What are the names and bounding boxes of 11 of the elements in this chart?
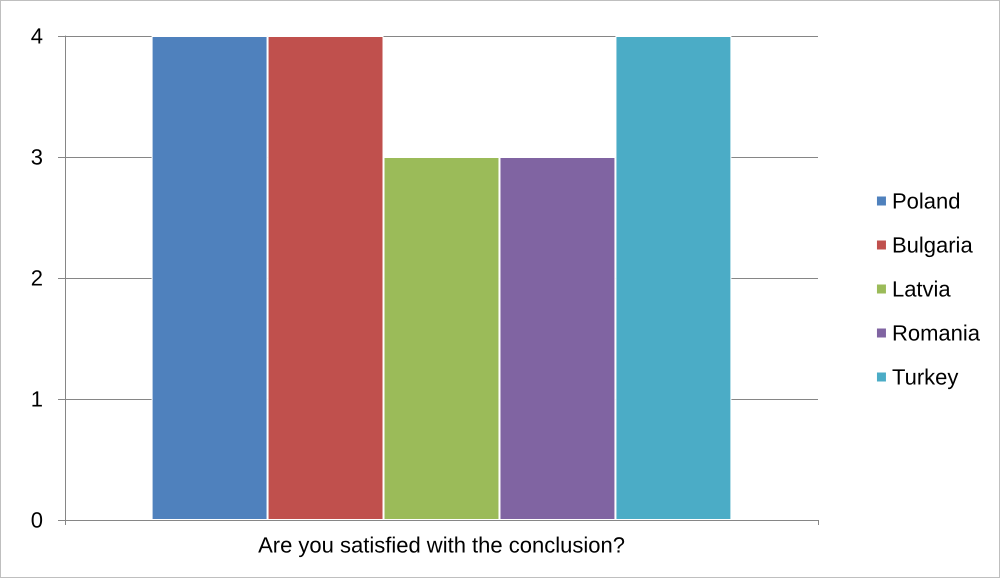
y-tick-label: 0 [30, 508, 43, 532]
legend-label: Latvia [892, 276, 952, 302]
legend-label: Turkey [892, 364, 958, 390]
legend-label: Romania [892, 320, 981, 346]
legend-label: Poland [892, 188, 960, 214]
legend-label: Bulgaria [892, 232, 974, 258]
y-tick-label: 4 [30, 24, 43, 48]
y-tick-label: 1 [30, 386, 43, 412]
y-tick-label: 2 [30, 266, 43, 290]
y-tick-label: 3 [30, 144, 43, 170]
x-tick-label: Are you satisfied with the conclusion? [258, 532, 625, 558]
